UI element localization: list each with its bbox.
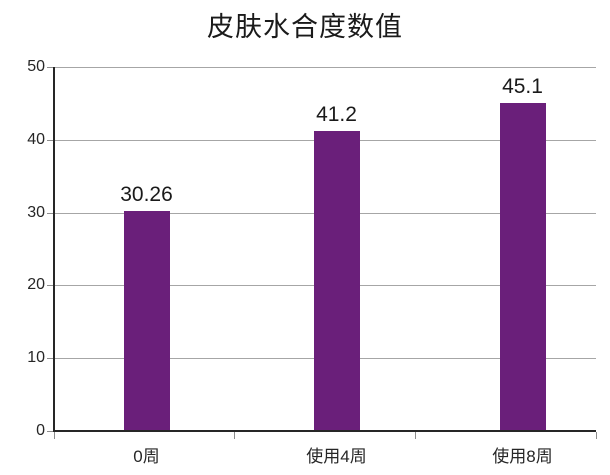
y-axis-tick: [47, 212, 54, 214]
bar: [123, 210, 170, 430]
y-axis-line: [53, 67, 55, 431]
x-axis-category-label: 0周: [133, 447, 160, 466]
x-axis-category-label: 使用4周: [306, 447, 367, 466]
x-axis-tick: [234, 432, 235, 439]
y-axis-tick: [47, 285, 54, 287]
bar: [313, 131, 360, 430]
y-axis-tick: [47, 358, 54, 360]
chart-title: 皮肤水合度数值: [207, 12, 403, 42]
y-axis-tick-label: 20: [27, 276, 45, 294]
y-axis-tick-label: 30: [27, 203, 45, 221]
y-axis-tick: [47, 67, 54, 68]
y-axis-tick-label: 40: [27, 130, 45, 148]
y-axis-tick-label: 0: [36, 422, 45, 439]
y-axis-tick-label: 10: [27, 349, 45, 367]
gridline: [54, 67, 596, 68]
x-axis-tick: [54, 432, 55, 439]
y-axis-tick-label: 50: [27, 58, 45, 75]
x-axis-tick: [415, 432, 416, 439]
x-axis-category-label: 使用8周: [492, 447, 553, 466]
x-axis-tick: [596, 432, 597, 439]
bar: [499, 102, 546, 430]
y-axis-tick: [47, 139, 54, 141]
bar-value-label: 30.26: [120, 182, 173, 206]
x-axis-line: [53, 430, 596, 432]
bar-value-label: 41.2: [316, 103, 357, 127]
y-axis-tick: [47, 431, 54, 432]
bar-value-label: 45.1: [502, 74, 543, 98]
